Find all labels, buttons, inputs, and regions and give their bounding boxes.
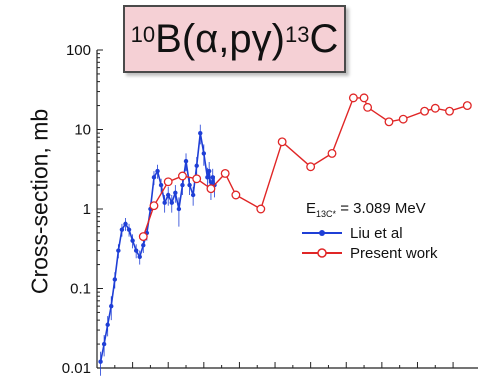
- chart-title: 10 B(α,pγ) 13 C: [123, 5, 346, 73]
- data-point: [173, 190, 178, 195]
- data-point: [105, 322, 110, 327]
- y-tick-label: 0.01: [62, 360, 91, 377]
- data-point: [205, 175, 210, 180]
- legend-label-present: Present work: [350, 244, 438, 262]
- data-point: [116, 248, 121, 253]
- data-point: [231, 190, 241, 200]
- y-axis-label: Cross-section, mb: [26, 108, 53, 295]
- energy-value: = 3.089 MeV: [336, 200, 426, 217]
- data-point: [420, 106, 430, 116]
- data-point: [130, 238, 135, 243]
- data-point: [430, 103, 440, 113]
- data-point: [256, 204, 266, 214]
- data-point: [327, 148, 337, 158]
- data-point: [206, 184, 216, 194]
- data-point: [119, 227, 125, 232]
- title-mass-b: 13: [284, 22, 310, 47]
- title-mass-a: 10: [130, 22, 156, 47]
- data-point: [192, 174, 202, 184]
- data-point: [359, 93, 369, 103]
- data-point: [112, 277, 118, 282]
- y-tick-label: 10: [74, 122, 91, 139]
- data-point: [133, 248, 139, 253]
- data-point: [277, 137, 287, 147]
- data-point: [206, 168, 212, 174]
- data-point: [151, 175, 157, 180]
- data-point: [384, 117, 394, 127]
- legend-entry-present: Present work: [300, 243, 438, 263]
- data-point: [187, 182, 192, 188]
- data-point: [163, 177, 173, 187]
- data-point: [398, 114, 408, 124]
- data-point: [194, 163, 199, 168]
- energy-subscript: 13C*: [316, 209, 337, 219]
- data-point: [155, 168, 160, 174]
- energy-note: E13C* = 3.089 MeV: [306, 200, 438, 219]
- data-point: [183, 158, 189, 164]
- y-tick-label: 1: [83, 201, 91, 218]
- legend: E13C* = 3.089 MeV Liu et al Present work: [300, 200, 438, 263]
- data-point: [176, 206, 182, 212]
- data-point: [210, 175, 215, 180]
- data-point: [348, 93, 358, 103]
- legend-entry-liu: Liu et al: [300, 223, 438, 243]
- data-point: [178, 171, 187, 181]
- data-point: [445, 106, 454, 116]
- data-point: [462, 101, 472, 111]
- data-point: [162, 200, 167, 205]
- data-point: [158, 182, 164, 188]
- data-point: [109, 303, 114, 309]
- title-product: C: [309, 16, 339, 61]
- data-point: [98, 359, 103, 364]
- data-point: [169, 200, 174, 205]
- data-point: [198, 130, 203, 136]
- data-point: [190, 192, 196, 198]
- data-point: [123, 221, 128, 227]
- data-point: [306, 162, 316, 172]
- title-reaction: B(α,pγ): [155, 16, 285, 61]
- data-point: [220, 169, 230, 178]
- y-tick-label: 0.1: [70, 281, 91, 298]
- legend-label-liu: Liu et al: [350, 224, 403, 242]
- data-point: [363, 102, 373, 112]
- data-point: [137, 254, 142, 260]
- data-point: [101, 341, 107, 347]
- data-point: [138, 232, 148, 242]
- y-tick-label: 100: [66, 42, 91, 59]
- legend-swatch-liu: [302, 230, 342, 236]
- data-point: [180, 182, 185, 188]
- data-point: [126, 227, 132, 232]
- data-point: [201, 151, 207, 156]
- energy-prefix: E: [306, 200, 317, 217]
- data-point: [149, 201, 159, 211]
- data-point: [141, 243, 146, 248]
- data-point: [166, 192, 171, 198]
- legend-swatch-present: [302, 248, 342, 258]
